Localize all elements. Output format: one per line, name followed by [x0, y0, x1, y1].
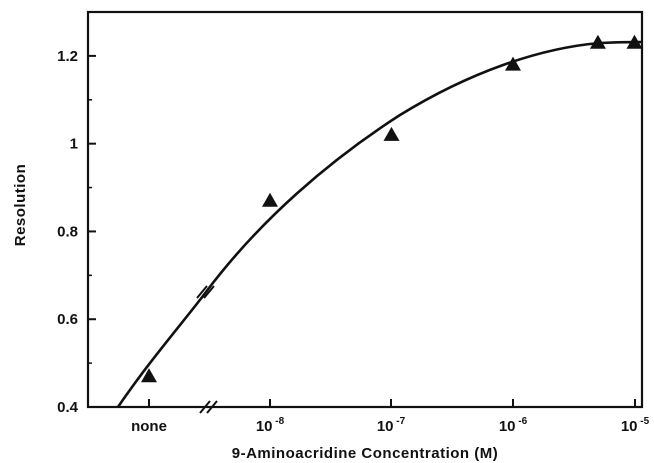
x-axis-label: 9-Aminoacridine Concentration (M): [232, 445, 499, 462]
axis-break-marks: [196, 285, 218, 414]
y-axis: 0.4 0.6 0.8 1 1.2: [57, 48, 96, 416]
x-tick-label: 10 -6: [499, 416, 528, 435]
y-tick-label: 1.2: [57, 48, 78, 65]
x-axis: none 10 -8 10 -7 10 -6 10 -5: [131, 399, 650, 435]
plot-frame: [86, 10, 644, 409]
x-tick-label: 10 -8: [256, 416, 285, 435]
data-point-triangle: [626, 34, 643, 49]
y-tick-label: 0.6: [57, 311, 78, 328]
data-point-triangle: [383, 126, 400, 141]
x-axis-break-mark: [199, 400, 211, 414]
y-tick-label: 0.8: [57, 223, 78, 240]
y-axis-label: Resolution: [12, 164, 29, 247]
plot-area-border: [86, 10, 644, 409]
x-axis-break-mark: [206, 400, 218, 414]
x-tick-label: 10 -5: [621, 416, 650, 435]
data-points: [141, 34, 643, 383]
x-tick-label: 10 -7: [377, 416, 406, 435]
y-tick-label: 1: [70, 136, 78, 153]
y-tick-label: 0.4: [57, 399, 79, 416]
curve-break-mark: [196, 285, 208, 299]
fit-curve-line: [116, 40, 643, 408]
x-tick-label: none: [131, 418, 167, 435]
data-point-triangle: [141, 368, 157, 383]
fit-curve: [116, 40, 643, 408]
data-point-triangle: [262, 192, 278, 207]
curve-break-mark: [203, 285, 215, 299]
data-point-triangle: [505, 56, 521, 71]
data-point-triangle: [589, 34, 606, 49]
